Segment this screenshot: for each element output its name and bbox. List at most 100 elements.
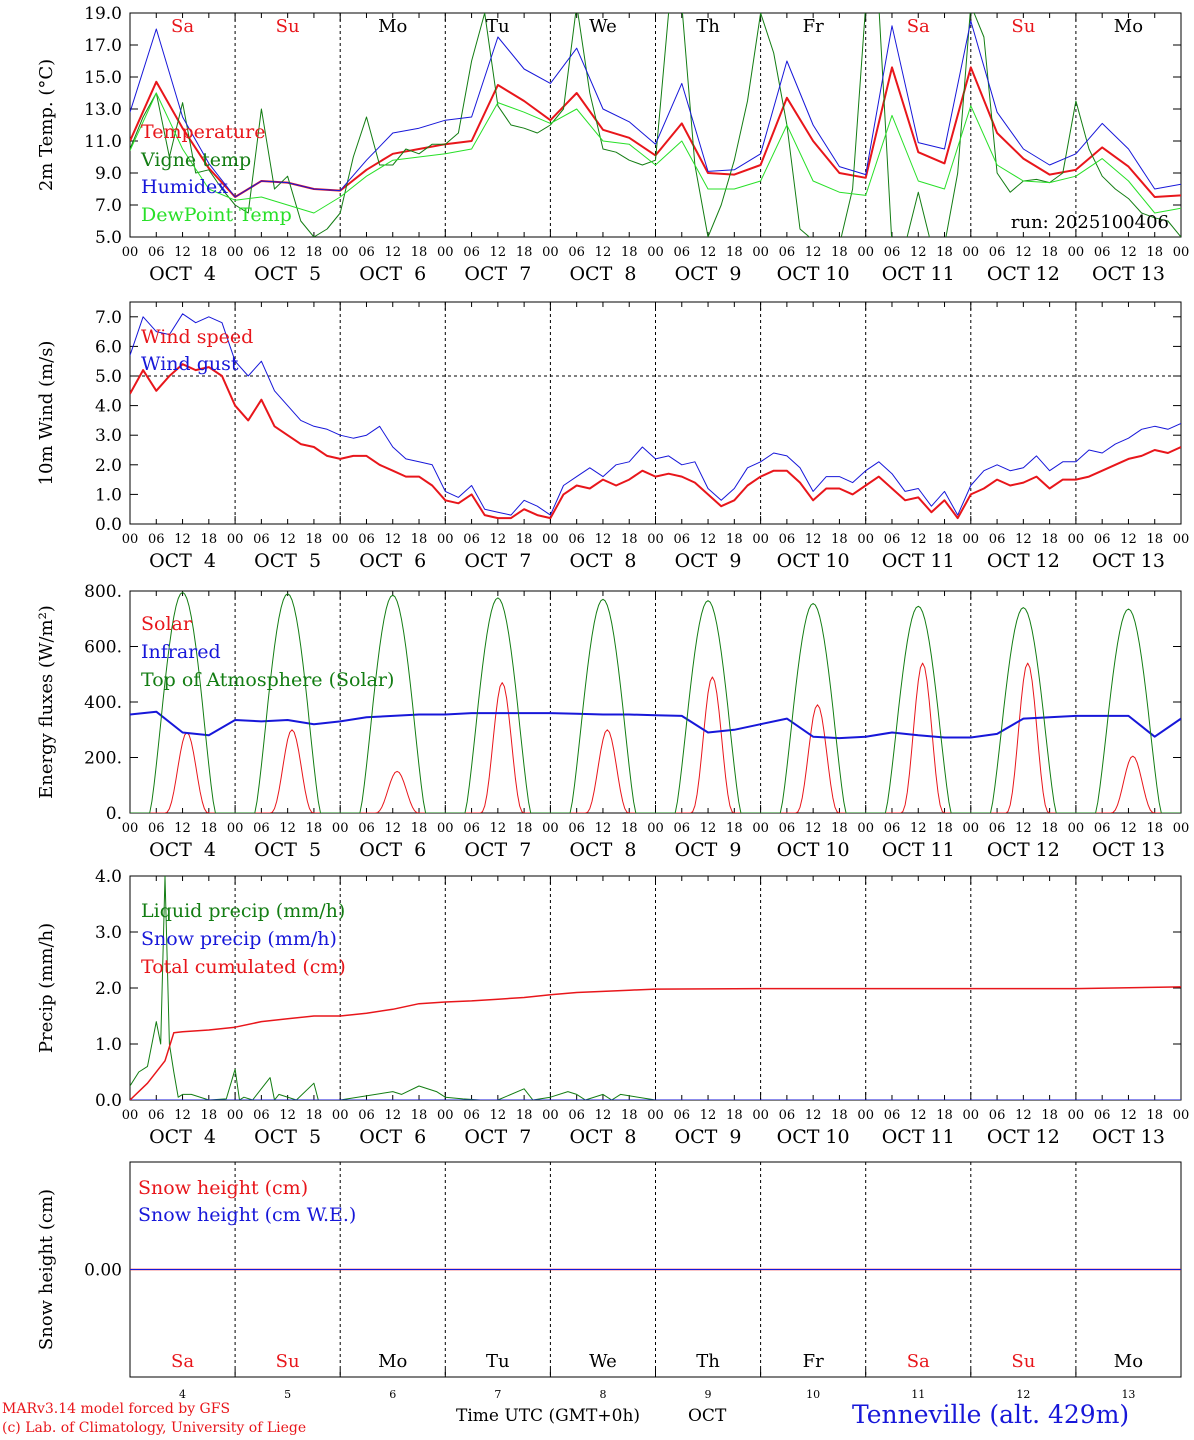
x-tick-label: 18: [516, 245, 533, 260]
x-tick-label: 12: [910, 1108, 927, 1123]
x-tick-label: 12: [805, 821, 822, 836]
x-tick-label: 00: [227, 245, 244, 260]
x-tick-label: 06: [253, 1108, 270, 1123]
x-tick-label: 18: [1146, 532, 1163, 547]
x-date-label: OCT 11: [882, 263, 955, 285]
y-tick-label: 6.0: [95, 337, 122, 357]
x-tick-label: 18: [411, 245, 428, 260]
x-tick-label: 12: [595, 532, 612, 547]
x-date-label: OCT 12: [987, 839, 1060, 861]
x-tick-label: 18: [1146, 1108, 1163, 1123]
x-tick-label: 00: [1173, 821, 1190, 836]
x-tick-label: 06: [463, 245, 480, 260]
y-tick-label: 17.0: [84, 36, 122, 56]
x-tick-label: 06: [463, 1108, 480, 1123]
x-tick-label: 12: [1015, 1108, 1032, 1123]
x-date-label: OCT 8: [569, 263, 636, 285]
weekday-label: Su: [1011, 1351, 1035, 1372]
x-date-label: OCT 8: [569, 1126, 636, 1148]
x-tick-label: 06: [989, 245, 1006, 260]
x-tick-label: 00: [857, 245, 874, 260]
series-group: [130, 313, 1181, 520]
series-line-liquid-precip-mm-h-: [130, 876, 1181, 1100]
legend-entry: Infrared: [141, 641, 221, 663]
x-date-label: OCT 10: [777, 839, 850, 861]
x-tick-label: 18: [831, 821, 848, 836]
x-date-label: OCT 11: [882, 839, 955, 861]
x-tick-label: 06: [1094, 1108, 1111, 1123]
x-tick-label: 12: [700, 532, 717, 547]
x-date-label: OCT 4: [149, 839, 216, 861]
x-date-label: OCT 12: [987, 550, 1060, 572]
x-day-number: 12: [1016, 1388, 1030, 1401]
y-tick-label: 1.0: [95, 1035, 122, 1055]
x-date-label: OCT 13: [1092, 1126, 1165, 1148]
series-line-vigne-temp: [130, 13, 1181, 237]
legend-entry: Snow height (cm W.E.): [138, 1204, 356, 1226]
x-tick-label: 06: [358, 532, 375, 547]
x-tick-label: 00: [1068, 532, 1085, 547]
weekday-label: We: [589, 1351, 617, 1372]
x-tick-label: 12: [1120, 245, 1137, 260]
y-tick-label: 0.0: [95, 1091, 122, 1111]
series-group: [130, 591, 1181, 813]
weekday-label: Su: [1011, 16, 1035, 37]
y-axis-label: Energy fluxes (W/m²): [36, 605, 57, 799]
legend-entry: Humidex: [141, 176, 228, 198]
x-tick-label: 18: [936, 1108, 953, 1123]
x-date-label: OCT 10: [777, 263, 850, 285]
x-tick-label: 18: [831, 1108, 848, 1123]
y-tick-label: 9.0: [95, 164, 122, 184]
x-tick-label: 12: [174, 1108, 191, 1123]
x-tick-label: 00: [752, 245, 769, 260]
x-tick-label: 06: [989, 821, 1006, 836]
x-tick-label: 12: [279, 532, 296, 547]
x-tick-label: 00: [647, 1108, 664, 1123]
x-tick-label: 06: [253, 245, 270, 260]
station-name: Tenneville (alt. 429m): [852, 1400, 1130, 1429]
y-tick-label: 15.0: [84, 68, 122, 88]
x-tick-label: 12: [174, 532, 191, 547]
x-tick-label: 18: [621, 532, 638, 547]
x-tick-label: 06: [1094, 245, 1111, 260]
x-tick-label: 06: [1094, 532, 1111, 547]
x-tick-label: 00: [752, 1108, 769, 1123]
x-date-label: OCT 13: [1092, 263, 1165, 285]
x-tick-label: 12: [700, 245, 717, 260]
lab-credit: (c) Lab. of Climatology, University of L…: [2, 1420, 307, 1436]
x-tick-label: 00: [963, 821, 980, 836]
x-date-label: OCT 7: [464, 263, 531, 285]
x-tick-label: 00: [752, 821, 769, 836]
x-tick-label: 06: [358, 245, 375, 260]
x-date-label: OCT 8: [569, 550, 636, 572]
x-tick-label: 06: [358, 821, 375, 836]
y-axis-label: 2m Temp. (°C): [36, 59, 57, 191]
x-tick-label: 18: [411, 532, 428, 547]
x-tick-label: 12: [700, 821, 717, 836]
x-date-label: OCT 11: [882, 1126, 955, 1148]
x-tick-label: 18: [726, 1108, 743, 1123]
x-tick-label: 12: [1015, 245, 1032, 260]
x-tick-label: 18: [936, 821, 953, 836]
x-tick-label: 18: [1146, 821, 1163, 836]
x-tick-label: 18: [726, 532, 743, 547]
y-tick-label: 4.0: [95, 867, 122, 887]
x-day-number: 6: [389, 1388, 396, 1401]
x-tick-label: 12: [490, 245, 507, 260]
x-tick-label: 18: [1041, 245, 1058, 260]
x-tick-label: 12: [805, 245, 822, 260]
y-tick-label: 0.0: [95, 515, 122, 535]
x-tick-label: 12: [490, 1108, 507, 1123]
run-label: run: 2025100406: [1011, 212, 1169, 233]
x-tick-label: 00: [227, 1108, 244, 1123]
x-date-label: OCT 5: [254, 839, 321, 861]
x-tick-label: 18: [726, 245, 743, 260]
x-tick-label: 12: [1015, 532, 1032, 547]
x-tick-label: 12: [490, 821, 507, 836]
month-label: OCT: [688, 1406, 727, 1426]
series-group: [130, 876, 1181, 1100]
legend-entry: Vigne temp: [140, 149, 251, 171]
x-day-number: 7: [494, 1388, 501, 1401]
x-tick-label: 12: [174, 821, 191, 836]
x-axis-label: Time UTC (GMT+0h): [456, 1406, 641, 1426]
